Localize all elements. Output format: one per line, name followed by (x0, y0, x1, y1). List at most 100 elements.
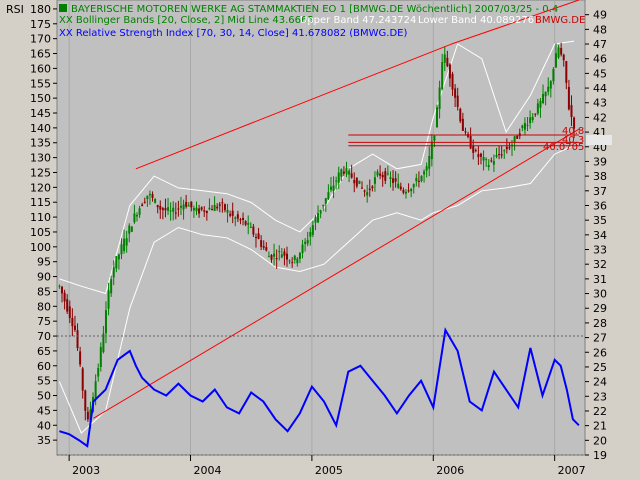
candle-body (417, 180, 420, 182)
price-marker-3: 40.0705 (543, 142, 584, 153)
candle-body (278, 251, 281, 253)
legend-swatch-price (59, 4, 67, 12)
candle-body (454, 88, 457, 98)
candle-body (288, 260, 291, 262)
right-tick-label-11: 30 (593, 288, 607, 301)
candle-body (143, 201, 146, 203)
candle-body (298, 252, 301, 259)
candle-body (213, 204, 216, 211)
candle-body (404, 191, 407, 194)
candle-body (353, 179, 356, 184)
candle-body (267, 256, 270, 258)
candle-body (505, 146, 508, 150)
left-tick-label-7: 70 (37, 330, 51, 343)
candle-body (115, 256, 118, 269)
left-tick-label-11: 90 (37, 271, 51, 284)
candle-body (542, 93, 545, 104)
candle-body (117, 254, 120, 260)
bollinger-bands (58, 40, 575, 434)
candle-body (151, 194, 154, 198)
candle-body (399, 186, 402, 190)
right-tick-label-1: 20 (593, 434, 607, 447)
candle-body (211, 209, 214, 211)
right-tick-label-2: 21 (593, 420, 607, 433)
candle-body (358, 180, 361, 184)
horizontal-levels (348, 134, 579, 147)
candle-body (329, 186, 332, 190)
candle-body (407, 190, 410, 192)
candle-body (474, 150, 477, 152)
candle-body (567, 86, 570, 110)
candle-body (366, 192, 369, 196)
candle-body (490, 160, 493, 162)
x-tick-label-4: 2007 (558, 464, 586, 477)
left-tick-label-3: 50 (37, 390, 51, 403)
candle-body (270, 255, 273, 260)
candle-body (363, 190, 366, 192)
candle-body (123, 238, 126, 251)
x-tick-label-0: 2003 (72, 464, 100, 477)
candle-body (216, 206, 219, 209)
candle-body (195, 207, 198, 212)
candle-body (547, 86, 550, 92)
price-candles (58, 42, 576, 429)
candle-body (97, 368, 100, 377)
left-tick-label-4: 55 (37, 375, 51, 388)
candle-body (125, 238, 128, 246)
candle-body (203, 210, 206, 212)
candle-body (536, 103, 539, 114)
candle-body (324, 198, 327, 204)
right-tick-label-18: 37 (593, 185, 607, 198)
candle-body (86, 411, 89, 420)
candle-body (516, 135, 519, 139)
candle-body (94, 381, 97, 399)
candle-body (345, 168, 348, 175)
candle-body (355, 177, 358, 187)
candle-body (304, 241, 307, 244)
candle-body (58, 285, 61, 287)
left-tick-label-28: 175 (30, 18, 51, 31)
candle-body (570, 105, 573, 118)
candle-body (81, 368, 84, 391)
left-tick-label-6: 65 (37, 345, 51, 358)
right-tick-label-5: 24 (593, 376, 607, 389)
right-tick-label-29: 48 (593, 23, 607, 36)
right-tick-label-9: 28 (593, 317, 607, 330)
candle-body (451, 73, 454, 90)
left-tick-label-19: 130 (30, 152, 51, 165)
candle-body (179, 205, 182, 208)
candle-body (141, 204, 144, 207)
right-tick-label-4: 23 (593, 390, 607, 403)
candle-body (244, 221, 247, 225)
candle-body (61, 286, 64, 294)
candle-body (73, 325, 76, 331)
candle-body (397, 183, 400, 188)
candle-body (340, 169, 343, 177)
right-tick-label-20: 39 (593, 155, 607, 168)
candle-body (392, 178, 395, 184)
candle-body (557, 47, 560, 58)
candle-body (156, 205, 159, 208)
candle-body (128, 225, 131, 234)
left-tick-label-29: 180 (30, 3, 51, 16)
candle-body (342, 171, 345, 174)
candle-body (394, 178, 397, 182)
right-tick-label-6: 25 (593, 361, 607, 374)
left-tick-label-12: 95 (37, 256, 51, 269)
x-tick-label-2: 2005 (315, 464, 343, 477)
legend-bollinger-upper: Upper Band 47.243724 (300, 15, 416, 26)
candle-body (495, 155, 498, 157)
candle-body (229, 213, 232, 216)
candle-body (319, 209, 322, 214)
candle-body (234, 217, 237, 219)
left-tick-label-17: 120 (30, 181, 51, 194)
bollinger-upper-line (59, 40, 575, 295)
candle-body (477, 154, 480, 158)
candle-body (71, 317, 74, 327)
price-marker-2: 40.3 (562, 135, 584, 146)
right-tick-label-7: 26 (593, 346, 607, 359)
left-tick-label-5: 60 (37, 360, 51, 373)
legend-bollinger-overlay: BMWG.DE (535, 15, 585, 26)
candle-body (461, 118, 464, 131)
candle-body (249, 226, 252, 228)
